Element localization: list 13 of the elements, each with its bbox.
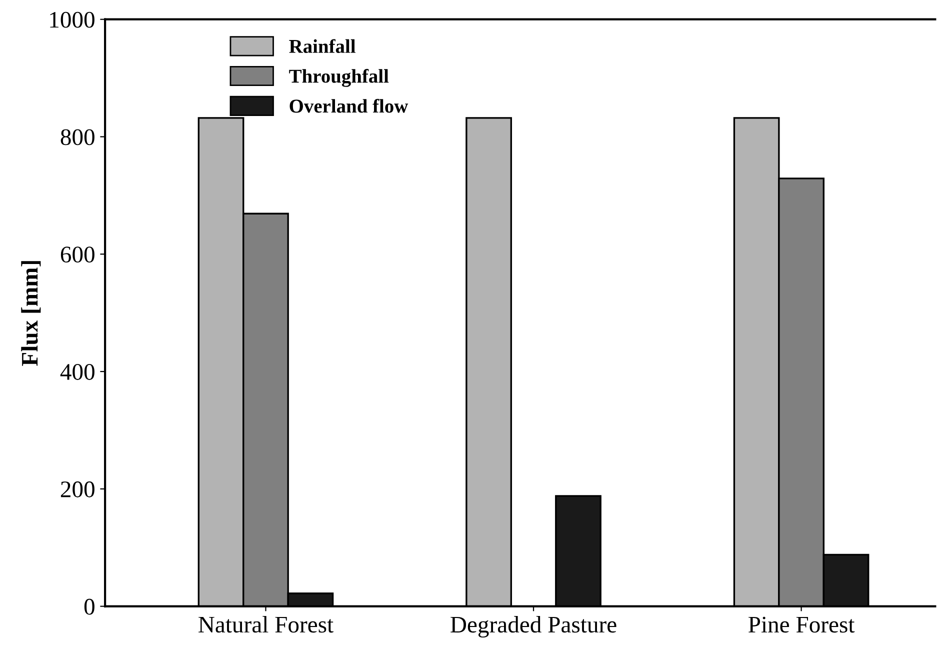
y-tick-label: 1000 (50, 12, 94, 28)
x-tick-label: Natural Forest (198, 616, 334, 633)
y-tick-label: 800 (60, 129, 94, 146)
legend-label: Overland flow (290, 98, 408, 113)
y-tick-label: 400 (60, 364, 94, 380)
x-tick-label: Pine Forest (748, 616, 855, 633)
y-tick-label: 0 (84, 598, 94, 615)
legend-label: Rainfall (289, 39, 356, 53)
y-axis-title: Flux [mm] (21, 261, 41, 366)
y-tick-label: 600 (60, 246, 94, 263)
x-tick-label: Degraded Pasture (450, 616, 616, 638)
legend-label: Throughfall (289, 68, 389, 87)
y-tick-label: 200 (60, 481, 94, 498)
